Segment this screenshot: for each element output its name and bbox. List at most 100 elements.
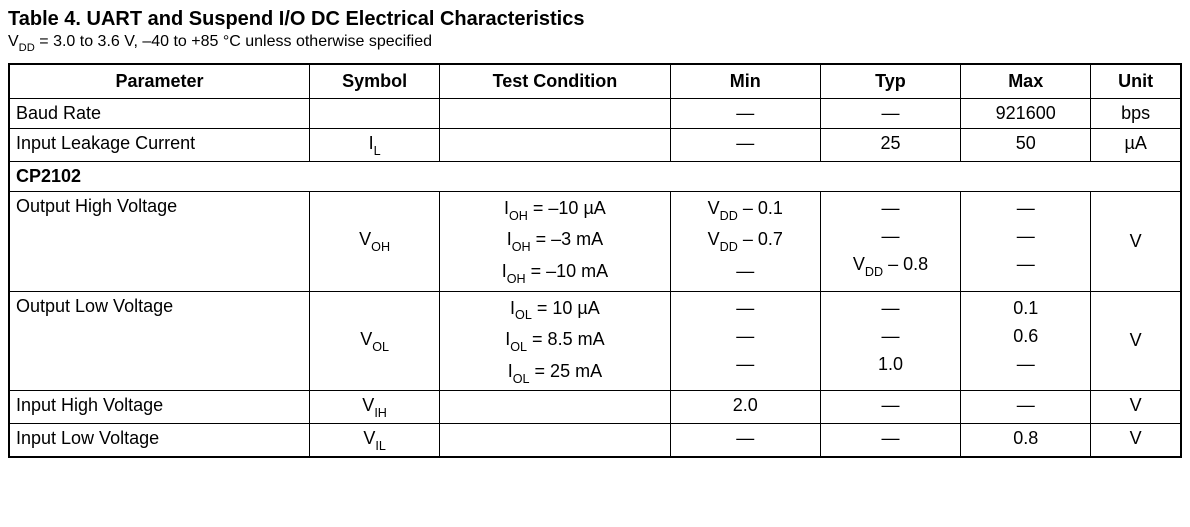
vdd-sub: DD	[720, 240, 738, 254]
cell-min: 2.0	[670, 391, 820, 424]
typ-line: 1.0	[878, 352, 903, 376]
max-line: —	[1017, 224, 1035, 248]
cond-i: I	[507, 229, 512, 249]
cell-min: —	[670, 99, 820, 129]
cond-sub: OL	[513, 372, 530, 386]
vdd-sub: DD	[720, 209, 738, 223]
min-line: —	[736, 352, 754, 376]
header-parameter: Parameter	[9, 64, 310, 99]
cell-unit: V	[1091, 423, 1181, 456]
cell-param: Input Leakage Current	[9, 129, 310, 162]
cond-val: = 8.5 mA	[527, 329, 605, 349]
sym-sub: OL	[372, 340, 389, 354]
cell-symbol: VOL	[310, 291, 440, 391]
table-row: Output Low Voltage VOL IOL = 10 µA IOL =…	[9, 291, 1181, 391]
sym-main: I	[369, 133, 374, 153]
sym-sub: L	[374, 144, 381, 158]
cell-symbol: VIL	[310, 423, 440, 456]
cond-sub: OH	[512, 240, 531, 254]
sym-sub: IL	[375, 439, 386, 453]
electrical-characteristics-table: Parameter Symbol Test Condition Min Typ …	[8, 63, 1182, 457]
cond-sub: OL	[515, 308, 532, 322]
table-subtitle: VDD = 3.0 to 3.6 V, –40 to +85 °C unless…	[8, 33, 1182, 53]
cell-min: —	[670, 129, 820, 162]
min-post: – 0.1	[738, 198, 783, 218]
cell-param: Baud Rate	[9, 99, 310, 129]
cell-unit: V	[1091, 391, 1181, 424]
header-typ: Typ	[820, 64, 960, 99]
subtitle-vdd-sub: DD	[19, 42, 35, 54]
cell-symbol	[310, 99, 440, 129]
table-row: Output High Voltage VOH IOH = –10 µA IOH…	[9, 191, 1181, 291]
cell-param: Input High Voltage	[9, 391, 310, 424]
table-row: Baud Rate — — 921600 bps	[9, 99, 1181, 129]
sym-main: V	[362, 395, 374, 415]
cond-sub: OL	[510, 340, 527, 354]
cond-val: = –10 mA	[526, 261, 609, 281]
subtitle-vdd-v: V	[8, 33, 19, 50]
min-line: VDD – 0.7	[708, 227, 783, 255]
cell-unit: V	[1091, 291, 1181, 391]
typ-line: —	[881, 224, 899, 248]
cell-max: 921600	[961, 99, 1091, 129]
cell-typ: —	[820, 423, 960, 456]
typ-line: VDD – 0.8	[853, 252, 928, 280]
min-post: – 0.7	[738, 229, 783, 249]
cell-max: —	[961, 391, 1091, 424]
section-header: CP2102	[9, 161, 1181, 191]
header-test-condition: Test Condition	[440, 64, 670, 99]
cell-cond	[440, 129, 670, 162]
cell-symbol: IL	[310, 129, 440, 162]
cell-max: 0.8	[961, 423, 1091, 456]
table-row: Input Leakage Current IL — 25 50 µA	[9, 129, 1181, 162]
table-row: Input High Voltage VIH 2.0 — — V	[9, 391, 1181, 424]
cell-max: 0.1 0.6 —	[961, 291, 1091, 391]
cell-typ: — — 1.0	[820, 291, 960, 391]
cell-min: —	[670, 423, 820, 456]
header-max: Max	[961, 64, 1091, 99]
cond-sub: OH	[509, 209, 528, 223]
cond-val: = –3 mA	[531, 229, 604, 249]
cond-i: I	[502, 261, 507, 281]
cell-symbol: VOH	[310, 191, 440, 291]
cell-cond	[440, 391, 670, 424]
cell-cond: IOH = –10 µA IOH = –3 mA IOH = –10 mA	[440, 191, 670, 291]
max-line: —	[1017, 252, 1035, 276]
max-line: 0.1	[1013, 296, 1038, 320]
cond-line: IOH = –10 mA	[502, 259, 608, 287]
table-row: Input Low Voltage VIL — — 0.8 V	[9, 423, 1181, 456]
cell-symbol: VIH	[310, 391, 440, 424]
subtitle-rest: = 3.0 to 3.6 V, –40 to +85 °C unless oth…	[35, 33, 432, 50]
cell-typ: —	[820, 99, 960, 129]
sym-main: V	[360, 329, 372, 349]
cond-line: IOH = –3 mA	[507, 227, 603, 255]
cell-cond	[440, 423, 670, 456]
cell-typ: —	[820, 391, 960, 424]
min-line: —	[736, 259, 754, 283]
cond-sub: OH	[507, 272, 526, 286]
max-line: —	[1017, 352, 1035, 376]
typ-line: —	[881, 296, 899, 320]
min-line: —	[736, 296, 754, 320]
cond-val: = 25 mA	[530, 361, 603, 381]
cond-line: IOH = –10 µA	[504, 196, 606, 224]
cell-typ: — — VDD – 0.8	[820, 191, 960, 291]
cell-unit: µA	[1091, 129, 1181, 162]
typ-post: – 0.8	[883, 254, 928, 274]
vdd-v: V	[708, 198, 720, 218]
cell-typ: 25	[820, 129, 960, 162]
header-symbol: Symbol	[310, 64, 440, 99]
cell-min: — — —	[670, 291, 820, 391]
cond-line: IOL = 25 mA	[508, 359, 602, 387]
cell-unit: bps	[1091, 99, 1181, 129]
cell-param: Output Low Voltage	[9, 291, 310, 391]
table-header-row: Parameter Symbol Test Condition Min Typ …	[9, 64, 1181, 99]
cond-val: = –10 µA	[528, 198, 606, 218]
cell-max: 50	[961, 129, 1091, 162]
cell-param: Output High Voltage	[9, 191, 310, 291]
min-line: —	[736, 324, 754, 348]
typ-line: —	[881, 196, 899, 220]
header-unit: Unit	[1091, 64, 1181, 99]
vdd-v: V	[708, 229, 720, 249]
sym-sub: IH	[374, 406, 387, 420]
